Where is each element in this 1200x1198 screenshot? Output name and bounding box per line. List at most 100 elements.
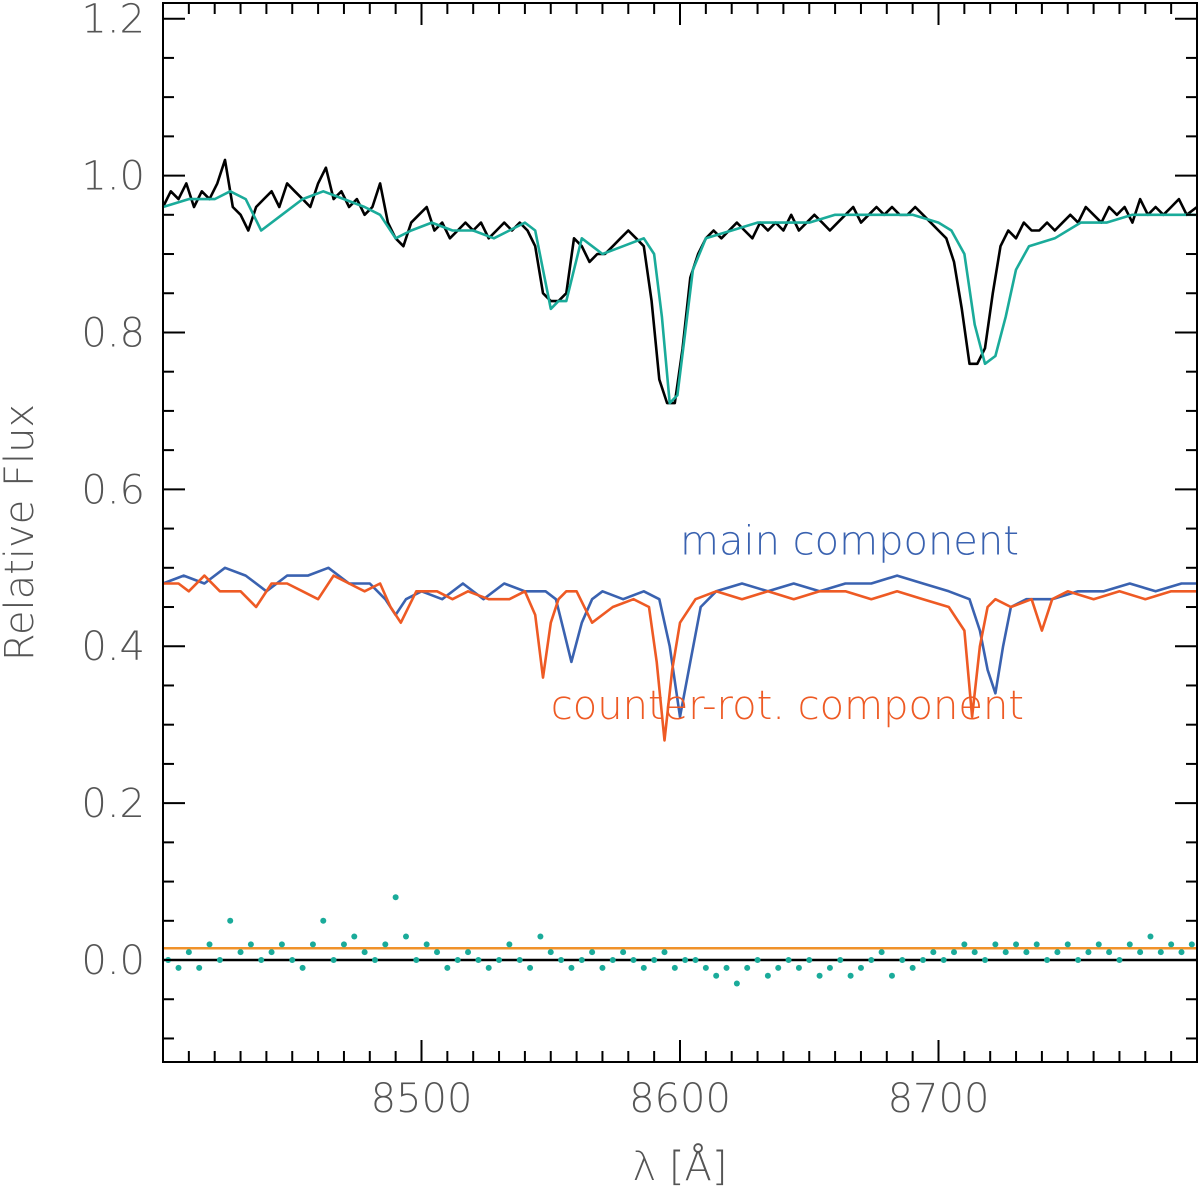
y-tick-label: 0.4	[81, 624, 145, 670]
residual-point	[961, 941, 968, 948]
residual-point	[806, 957, 813, 964]
residual-point	[516, 957, 523, 964]
residual-point	[951, 949, 958, 956]
residual-point	[909, 964, 916, 971]
residual-point	[485, 964, 492, 971]
annotation-label: main component	[680, 518, 1019, 564]
residual-point	[868, 957, 875, 964]
residual-point	[578, 957, 585, 964]
series-line-main	[162, 566, 1197, 719]
residual-point	[537, 933, 544, 940]
y-tick-label: 1.2	[81, 0, 145, 43]
residual-point	[1126, 941, 1133, 948]
residual-point	[775, 964, 782, 971]
annotation-label: counter-rot. component	[551, 683, 1024, 729]
residual-point	[1157, 949, 1164, 956]
residual-point	[289, 957, 296, 964]
residual-point	[278, 941, 285, 948]
residual-layer	[163, 894, 1197, 987]
residual-point	[558, 957, 565, 964]
residual-point	[919, 957, 926, 964]
residual-point	[1106, 949, 1113, 956]
residual-point	[196, 964, 203, 971]
residual-point	[930, 949, 937, 956]
residual-point	[413, 957, 420, 964]
residual-point	[216, 957, 223, 964]
residual-point	[351, 933, 358, 940]
residual-point	[309, 941, 316, 948]
residual-point	[1178, 949, 1185, 956]
residual-point	[1095, 941, 1102, 948]
residual-point	[609, 957, 616, 964]
residual-point	[857, 964, 864, 971]
residual-point	[527, 964, 534, 971]
residual-point	[971, 949, 978, 956]
residual-point	[640, 964, 647, 971]
residual-point	[1137, 949, 1144, 956]
residual-point	[247, 941, 254, 948]
residual-point	[744, 964, 751, 971]
residual-point	[361, 949, 368, 956]
residual-point	[1188, 941, 1195, 948]
residual-point	[671, 964, 678, 971]
residual-point	[620, 949, 627, 956]
residual-point	[268, 949, 275, 956]
residual-point	[299, 964, 306, 971]
residual-point	[713, 972, 720, 979]
residual-point	[992, 941, 999, 948]
residual-point	[702, 964, 709, 971]
residual-point	[506, 941, 513, 948]
residual-point	[568, 964, 575, 971]
residual-point	[816, 972, 823, 979]
x-tick-label: 8500	[371, 1076, 473, 1122]
residual-point	[599, 964, 606, 971]
y-tick-label: 0.0	[81, 938, 145, 984]
y-tick-label: 0.6	[81, 467, 145, 513]
residual-point	[982, 957, 989, 964]
residual-point	[899, 957, 906, 964]
residual-point	[1085, 949, 1092, 956]
residual-point	[1002, 949, 1009, 956]
residual-point	[1168, 941, 1175, 948]
residual-point	[454, 957, 461, 964]
residual-point	[723, 964, 730, 971]
y-axis-title: Relative Flux	[0, 404, 43, 661]
series-line-counter	[163, 574, 1197, 742]
residual-point	[1147, 933, 1154, 940]
y-tick-label: 0.8	[81, 310, 145, 356]
residual-point	[826, 964, 833, 971]
residual-point	[754, 957, 761, 964]
residual-point	[227, 917, 234, 924]
residual-point	[1023, 949, 1030, 956]
residual-point	[371, 957, 378, 964]
residual-point	[764, 972, 771, 979]
residual-point	[940, 957, 947, 964]
residual-point	[1075, 957, 1082, 964]
residual-point	[465, 949, 472, 956]
residual-point	[206, 941, 213, 948]
residual-point	[475, 957, 482, 964]
ticks-layer	[163, 3, 1197, 1062]
residual-point	[392, 894, 399, 901]
residual-point	[547, 949, 554, 956]
residual-point	[340, 941, 347, 948]
series-layer	[161, 158, 1198, 742]
residual-point	[682, 957, 689, 964]
residual-point	[423, 941, 430, 948]
residual-point	[444, 964, 451, 971]
residual-point	[330, 957, 337, 964]
residual-point	[651, 957, 658, 964]
y-tick-label: 1.0	[81, 154, 145, 200]
residual-point	[847, 972, 854, 979]
residual-point	[1013, 941, 1020, 948]
residual-point	[1044, 957, 1051, 964]
residual-point	[888, 972, 895, 979]
residual-point	[1033, 941, 1040, 948]
residual-point	[733, 980, 740, 987]
residual-point	[589, 949, 596, 956]
residual-point	[1116, 957, 1123, 964]
annotation-layer: main component counter-rot. component	[551, 518, 1024, 729]
residual-point	[661, 949, 668, 956]
residual-point	[1054, 949, 1061, 956]
